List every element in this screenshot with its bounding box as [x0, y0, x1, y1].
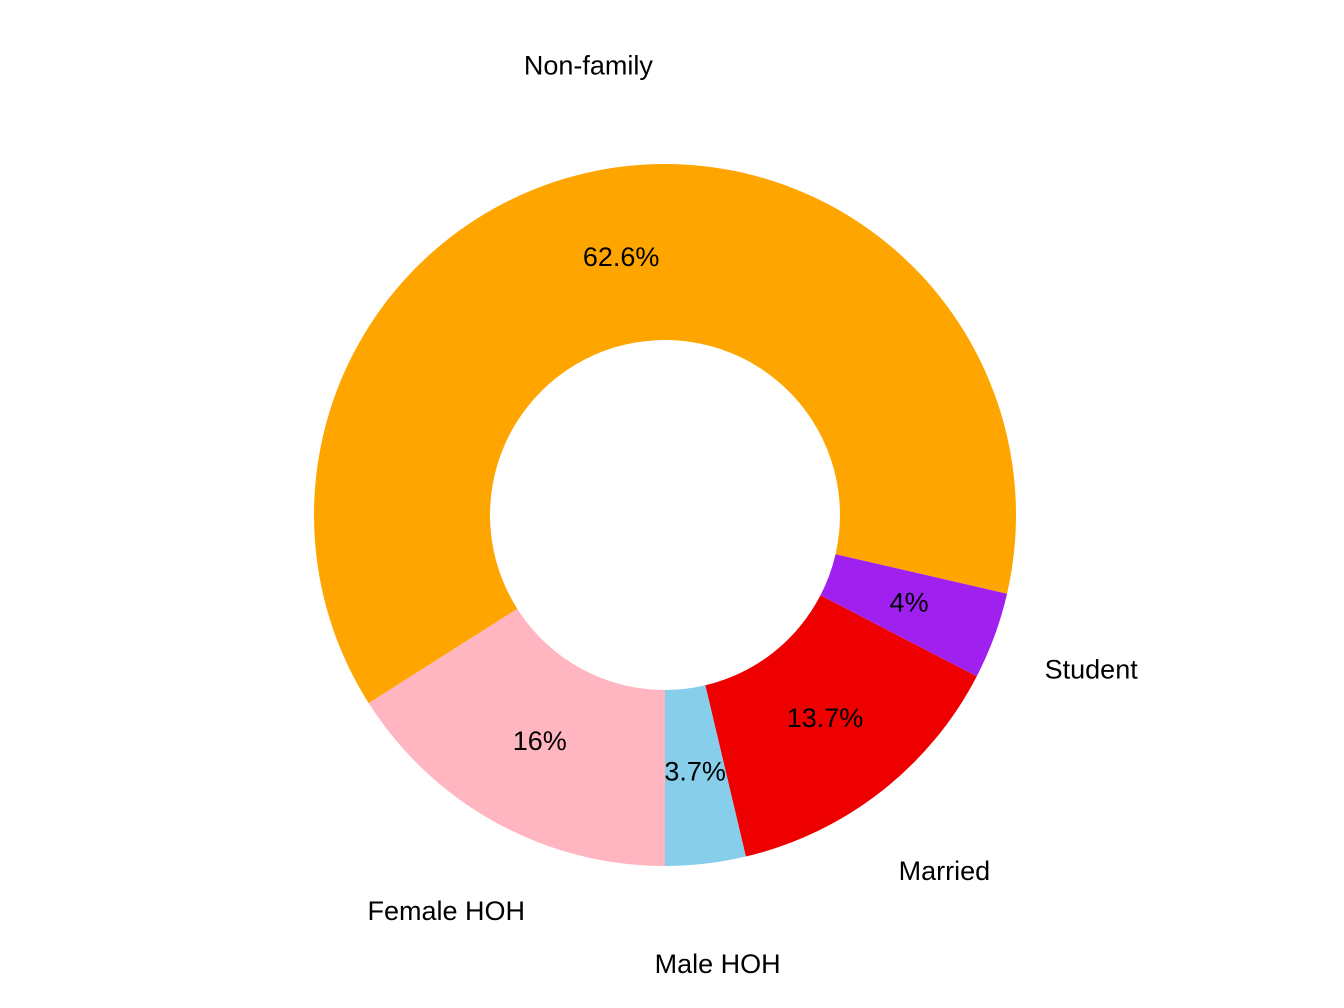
slice — [820, 554, 1008, 677]
value-label: 62.6% — [583, 242, 660, 272]
category-label: Student — [1045, 655, 1139, 685]
category-label: Female HOH — [368, 896, 526, 926]
value-label: 4% — [890, 588, 929, 618]
category-label: Married — [899, 856, 991, 886]
category-label: Male HOH — [655, 949, 781, 979]
category-label: Non-family — [524, 51, 654, 81]
value-label: 16% — [513, 726, 567, 756]
slice — [705, 595, 977, 857]
value-label: 3.7% — [664, 756, 726, 786]
value-label: 13.7% — [787, 703, 864, 733]
slice — [368, 608, 665, 866]
slice — [665, 685, 746, 866]
slice — [314, 164, 1017, 704]
